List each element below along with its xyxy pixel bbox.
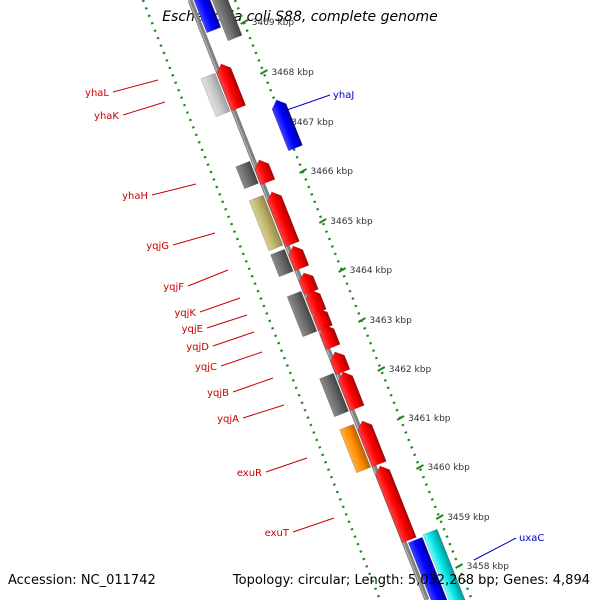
gene-block-yqjF-a[interactable] [270, 248, 294, 278]
gene-label-yhaJ[interactable]: yhaJ [333, 90, 354, 101]
scale-tick [240, 19, 249, 25]
gene-leader-lines [112, 79, 517, 561]
gene-block-exuR[interactable] [355, 418, 387, 468]
scale-tick [396, 415, 405, 421]
leader-line [292, 517, 335, 533]
gene-block-yhaH-a[interactable] [235, 160, 259, 190]
leader-line [187, 269, 229, 287]
scale-label: 3465 kbp [330, 217, 373, 227]
scale-label: 3462 kbp [389, 365, 432, 375]
leader-line [206, 314, 248, 329]
gene-block-blue[interactable] [190, 0, 222, 34]
scale-tick [455, 563, 464, 569]
gene-label-yqjD[interactable]: yqjD [186, 342, 209, 353]
gene-label-yqjC[interactable]: yqjC [195, 362, 217, 373]
gene-block-uxaC-blue[interactable] [407, 536, 455, 600]
gene-block-yhaL[interactable] [200, 72, 231, 118]
gene-block-yqjC[interactable] [317, 322, 341, 351]
right-ruler-dotted [233, 0, 474, 600]
gene-labels: yhaL yhaK yhaH yqjG yqjF yqjK yqjE yqjD yqjC yqjB… [85, 88, 544, 544]
accession-label: Accession: NC_011742 [8, 573, 156, 588]
scale-tick [318, 218, 327, 224]
leader-line [232, 377, 274, 393]
gene-label-yqjG[interactable]: yqjG [146, 241, 169, 252]
left-ruler-dotted [141, 0, 382, 600]
scale-label: 3459 kbp [447, 513, 490, 523]
leader-line [283, 94, 331, 112]
gene-block-yqjA[interactable] [336, 369, 365, 412]
gene-label-yhaL[interactable]: yhaL [85, 88, 109, 99]
gene-block-exuT[interactable] [373, 463, 417, 544]
gene-block-yqjK[interactable] [297, 270, 319, 296]
gene-label-yqjE[interactable]: yqjE [182, 324, 203, 335]
gene-block-yhaK[interactable] [214, 61, 247, 112]
scale-labels: 3469 kbp 3468 kbp 3467 kbp 3466 kbp 3465 kbp… [252, 18, 510, 572]
gene-label-yqjK[interactable]: yqjK [174, 308, 196, 319]
leader-line [172, 232, 216, 246]
scale-label: 3458 kbp [467, 562, 510, 572]
gene-block-yqjG-a[interactable] [248, 194, 284, 252]
scale-label: 3469 kbp [252, 18, 295, 28]
scale-label: 3468 kbp [271, 68, 314, 78]
scale-tick-marks [240, 19, 464, 569]
scale-label: 3464 kbp [350, 266, 393, 276]
gene-block-yhaH[interactable] [252, 157, 276, 186]
leader-line [212, 331, 255, 347]
gene-block-uxaC[interactable] [422, 528, 473, 600]
gene-label-exuT[interactable]: exuT [265, 528, 290, 539]
gene-block-yqjG[interactable] [265, 189, 300, 248]
genome-summary-label: Topology: circular; Length: 5,032,268 bp… [232, 573, 590, 588]
scale-tick [299, 168, 308, 174]
gene-block-yhaJ[interactable] [270, 97, 303, 152]
scale-tick [338, 267, 347, 273]
gene-block-exuR-a[interactable] [339, 423, 372, 474]
gene-block-yqjF[interactable] [286, 243, 310, 272]
gene-block-yqjA-a[interactable] [319, 372, 349, 418]
leader-line [122, 101, 166, 116]
leader-line [265, 457, 308, 473]
scale-label: 3463 kbp [369, 316, 412, 326]
gene-label-yqjB[interactable]: yqjB [207, 388, 229, 399]
scale-label: 3467 kbp [291, 118, 334, 128]
scale-label: 3460 kbp [427, 463, 470, 473]
leader-line [242, 404, 285, 419]
gene-label-exuR[interactable]: exuR [237, 468, 262, 479]
leader-line [112, 79, 159, 93]
coordinate-rulers [141, 0, 474, 600]
scale-tick [415, 464, 424, 470]
scale-tick [435, 514, 444, 520]
scale-label: 3466 kbp [311, 167, 354, 177]
gene-block-yqjE[interactable] [304, 287, 327, 316]
gene-block-yqjB[interactable] [328, 349, 351, 376]
scale-tick [377, 366, 386, 372]
gene-label-yhaK[interactable]: yhaK [94, 111, 119, 122]
gene-block-gray[interactable] [208, 0, 243, 42]
gene-label-yqjA[interactable]: yqjA [217, 414, 239, 425]
gene-label-yhaH[interactable]: yhaH [122, 191, 148, 202]
leader-line [220, 351, 263, 367]
gene-features [190, 0, 473, 600]
leader-line [199, 297, 241, 313]
gene-label-uxaC[interactable]: uxaC [519, 533, 544, 544]
scale-tick [357, 317, 366, 323]
scale-label: 3461 kbp [408, 414, 451, 424]
gene-block-yqjE-a[interactable] [286, 290, 318, 338]
gene-label-yqjF[interactable]: yqjF [163, 282, 184, 293]
leader-line [473, 537, 517, 561]
gene-block-yqjD[interactable] [311, 306, 333, 332]
scale-tick [259, 69, 268, 75]
leader-line [151, 183, 197, 196]
